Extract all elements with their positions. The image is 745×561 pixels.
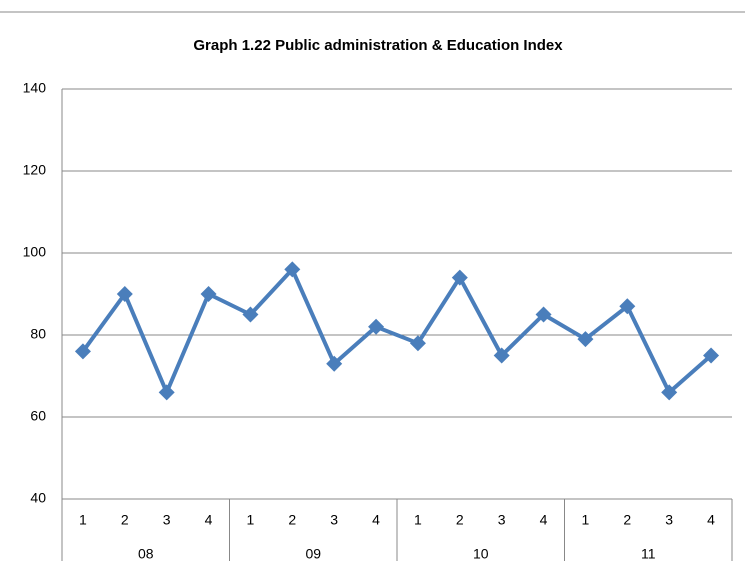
x-group-label: 09 xyxy=(305,546,321,561)
x-group-label: 11 xyxy=(641,546,656,561)
x-tick-label: 2 xyxy=(623,512,631,528)
x-tick-label: 2 xyxy=(121,512,129,528)
x-tick-label: 4 xyxy=(205,512,213,528)
series-line xyxy=(81,267,713,395)
data-point xyxy=(577,331,594,348)
y-tick-label: 140 xyxy=(23,80,47,96)
data-point xyxy=(619,298,636,315)
data-point xyxy=(284,261,301,278)
x-tick-label: 2 xyxy=(456,512,464,528)
data-point xyxy=(200,286,217,302)
y-tick-label: 80 xyxy=(30,326,46,342)
x-tick-label: 3 xyxy=(330,512,338,528)
x-tick-label: 4 xyxy=(707,512,715,528)
data-point xyxy=(116,286,133,302)
x-tick-label: 3 xyxy=(163,512,171,528)
y-tick-label: 100 xyxy=(23,244,47,260)
data-point xyxy=(451,269,468,286)
x-tick-label: 4 xyxy=(540,512,548,528)
x-tick-label: 1 xyxy=(247,512,255,528)
data-point xyxy=(74,343,91,360)
data-point xyxy=(326,355,343,372)
data-point xyxy=(493,347,510,364)
chart-title: Graph 1.22 Public administration & Educa… xyxy=(193,37,563,54)
x-tick-label: 2 xyxy=(288,512,296,528)
data-point xyxy=(242,306,259,323)
y-tick-label: 60 xyxy=(30,408,46,424)
y-tick-label: 120 xyxy=(23,162,47,178)
y-tick-label: 40 xyxy=(30,490,46,506)
x-tick-label: 4 xyxy=(372,512,380,528)
x-group-label: 08 xyxy=(138,546,154,561)
data-point xyxy=(409,335,426,352)
x-tick-label: 3 xyxy=(498,512,506,528)
x-tick-label: 1 xyxy=(582,512,590,528)
x-tick-label: 3 xyxy=(665,512,673,528)
data-point xyxy=(661,384,678,401)
data-point xyxy=(158,384,175,401)
x-group-label: 10 xyxy=(473,546,489,561)
x-tick-label: 1 xyxy=(414,512,422,528)
data-point xyxy=(368,318,385,335)
data-point xyxy=(535,306,552,323)
x-tick-label: 1 xyxy=(79,512,87,528)
data-point xyxy=(703,347,720,364)
